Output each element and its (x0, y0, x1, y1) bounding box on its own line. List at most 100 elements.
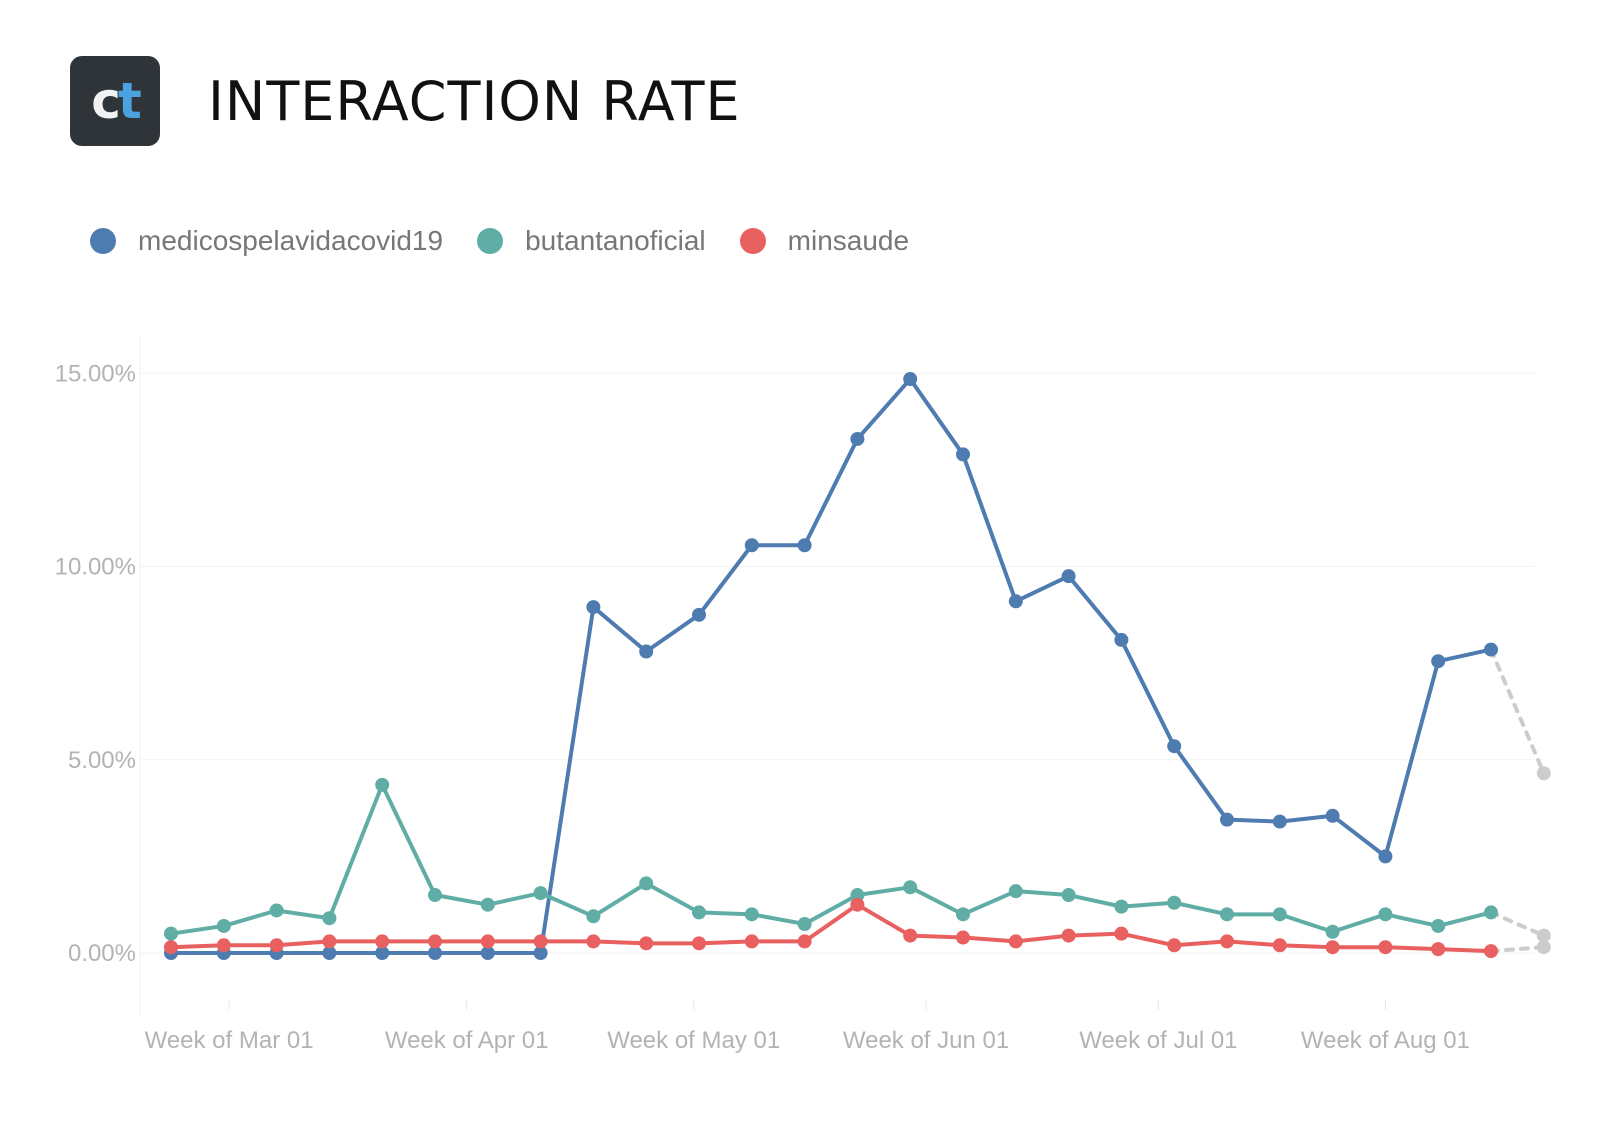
data-point (1484, 642, 1498, 657)
x-tick-label: Week of Apr 01 (385, 1027, 549, 1054)
data-point (850, 888, 865, 903)
data-point (639, 644, 654, 659)
legend-swatch (477, 228, 504, 254)
data-point (375, 934, 390, 949)
data-point (1061, 888, 1076, 903)
data-point (744, 934, 759, 949)
data-point (956, 930, 970, 945)
logo-letter-t: t (117, 72, 142, 130)
data-point (1167, 895, 1182, 910)
data-point (322, 934, 337, 949)
data-point (1008, 884, 1023, 899)
data-point (1484, 905, 1498, 920)
legend-swatch (739, 228, 766, 254)
data-point (1114, 899, 1129, 914)
legend-item[interactable]: butantanoficial (477, 225, 706, 257)
data-point (1272, 938, 1287, 953)
data-point (1325, 924, 1340, 939)
data-point (533, 946, 548, 960)
logo-letter-c: c (91, 72, 121, 130)
data-point (956, 907, 970, 922)
data-point (903, 372, 918, 387)
data-point (533, 886, 548, 901)
data-point (1061, 928, 1076, 943)
data-point (956, 447, 970, 462)
x-tick-label: Week of Aug 01 (1301, 1027, 1470, 1054)
projected-segment (1489, 910, 1546, 938)
data-point (744, 907, 759, 922)
chart-legend: medicospelavidacovid19 butantanoficial min… (90, 225, 943, 257)
data-point (1220, 934, 1234, 949)
projected-segment (1489, 647, 1546, 776)
data-point (1167, 938, 1182, 953)
series-line-butantanoficial (169, 782, 1493, 936)
data-point (1431, 654, 1446, 669)
data-point (1431, 942, 1446, 957)
data-point (1325, 808, 1340, 823)
data-point (480, 946, 495, 960)
legend-label: minsaude (787, 225, 910, 256)
data-point (1378, 849, 1393, 864)
page-title: INTERACTION RATE (208, 69, 741, 133)
data-point (428, 946, 442, 960)
data-point (586, 909, 601, 924)
data-point (1167, 739, 1182, 754)
data-point (1431, 918, 1446, 933)
data-point (1272, 814, 1287, 829)
legend-item[interactable]: medicospelavidacovid19 (90, 225, 443, 257)
data-point (533, 934, 548, 949)
data-point (1114, 926, 1129, 941)
data-point (1325, 940, 1340, 955)
data-point (744, 538, 759, 553)
x-tick-label: Week of Jun 01 (843, 1027, 1009, 1054)
x-tick-label: Week of Mar 01 (145, 1027, 314, 1054)
data-point (1272, 907, 1287, 922)
y-tick-label: 0.00% (68, 940, 136, 967)
data-point (692, 905, 706, 920)
data-point (903, 880, 918, 895)
x-tick-label: Week of May 01 (607, 1027, 780, 1054)
legend-item[interactable]: minsaude (739, 225, 910, 257)
data-point (216, 918, 231, 933)
data-point (375, 946, 390, 960)
data-point (797, 538, 812, 553)
data-point (797, 917, 812, 932)
legend-swatch (90, 228, 116, 254)
projected-point (1536, 928, 1551, 943)
data-point (480, 934, 495, 949)
data-point (1220, 907, 1234, 922)
projected-point (1536, 940, 1551, 955)
data-point (850, 897, 865, 912)
data-point (692, 607, 706, 622)
data-point (586, 934, 601, 949)
data-point (164, 926, 178, 941)
data-point (269, 938, 284, 953)
data-point (1008, 934, 1023, 949)
data-point (480, 897, 495, 912)
data-point (322, 946, 337, 960)
data-point (375, 777, 390, 792)
data-point (428, 934, 442, 949)
data-point (216, 938, 231, 953)
data-point (1484, 944, 1498, 959)
projected-point (1536, 766, 1551, 781)
y-tick-label: 10.00% (55, 554, 136, 581)
legend-label: medicospelavidacovid19 (138, 225, 444, 256)
data-point (1061, 569, 1076, 584)
series-line-medicospelavidacovid19 (169, 377, 1493, 955)
y-tick-label: 5.00% (68, 747, 136, 774)
data-point (850, 431, 865, 446)
data-point (1378, 940, 1393, 955)
x-tick-label: Week of Jul 01 (1079, 1027, 1237, 1054)
data-point (639, 876, 654, 891)
data-point (322, 911, 337, 926)
projected-segment (1489, 945, 1546, 954)
data-point (797, 934, 812, 949)
data-point (428, 888, 442, 903)
data-point (1008, 594, 1023, 609)
data-point (1220, 812, 1234, 827)
data-point (903, 928, 918, 943)
